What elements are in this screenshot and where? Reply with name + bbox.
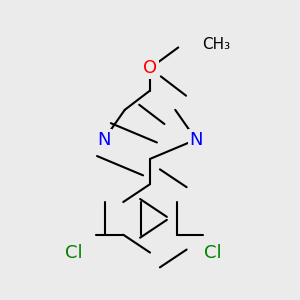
Text: Cl: Cl bbox=[65, 244, 83, 262]
Text: N: N bbox=[97, 130, 111, 148]
Text: Cl: Cl bbox=[204, 244, 221, 262]
Text: O: O bbox=[143, 59, 157, 77]
Text: N: N bbox=[189, 130, 203, 148]
Text: CH₃: CH₃ bbox=[202, 37, 230, 52]
